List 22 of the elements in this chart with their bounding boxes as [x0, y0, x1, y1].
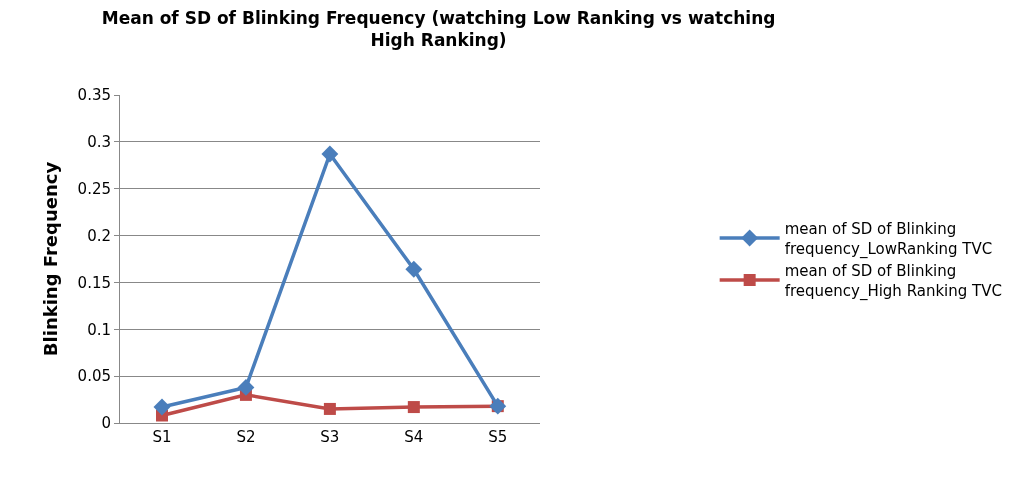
x-tick-label: S2	[236, 428, 256, 446]
y-axis-title: Blinking Frequency	[39, 161, 61, 357]
point	[407, 401, 420, 414]
y-tick-label: 0.1	[87, 320, 111, 339]
x-tick-label: S1	[152, 428, 172, 446]
point	[321, 145, 339, 163]
point	[323, 402, 336, 415]
point	[153, 398, 171, 416]
point	[405, 260, 423, 278]
y-tick-label: 0.25	[77, 179, 111, 198]
chart-title: Mean of SD of Blinking Frequency (watching Low Ranking vs watching High Ranking)	[101, 8, 776, 51]
y-tick-label: 0.15	[77, 273, 111, 292]
y-tick-label: 0	[101, 414, 111, 433]
y-tick-label: 0.2	[87, 226, 111, 245]
y-tick-label: 0.05	[77, 367, 111, 386]
x-tick-label: S5	[488, 428, 508, 446]
legend-label: mean of SD of Blinking frequency_High Ranking TVC	[784, 262, 1002, 301]
x-tick-label: S4	[404, 428, 424, 446]
y-tick-label: 0.35	[77, 86, 111, 105]
x-tick-label: S3	[320, 428, 340, 446]
y-tick-label: 0.3	[87, 133, 111, 152]
point	[237, 378, 255, 396]
